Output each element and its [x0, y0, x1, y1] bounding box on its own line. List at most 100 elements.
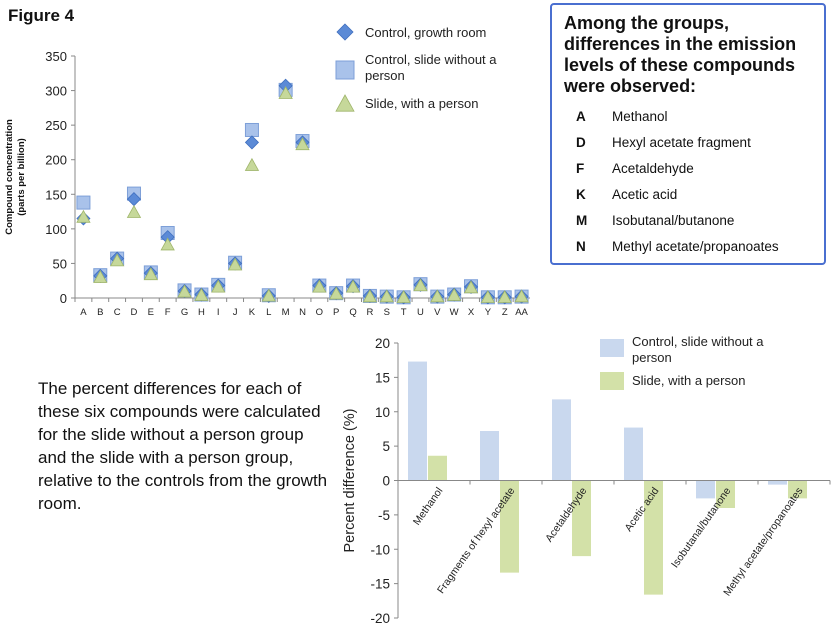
x-tick-label: Methanol	[411, 485, 446, 527]
data-point	[244, 122, 259, 137]
bar	[644, 480, 663, 595]
x-tick-label: L	[266, 307, 271, 318]
y-tick-label: 20	[375, 336, 390, 351]
scatter-legend: Control, growth room Control, slide witho…	[335, 23, 497, 112]
x-tick-label: K	[249, 307, 256, 318]
x-tick-label: W	[450, 307, 459, 318]
compound-name: Isobutanal/butanone	[612, 212, 735, 228]
list-item: D Hexyl acetate fragment	[564, 129, 814, 155]
compound-info-box: Among the groups, differences in the emi…	[550, 3, 826, 265]
data-point	[329, 286, 344, 300]
data-point	[109, 253, 125, 267]
y-tick-label: 200	[45, 153, 67, 168]
y-tick-label: 15	[375, 370, 390, 385]
compound-name: Acetic acid	[612, 186, 678, 202]
data-point	[244, 135, 260, 150]
y-tick-label: 300	[45, 84, 67, 99]
data-point	[396, 289, 411, 303]
list-item: F Acetaldehyde	[564, 155, 814, 181]
bar	[788, 480, 807, 499]
x-tick-label: E	[148, 307, 154, 318]
legend-label: Control, slide without a person	[632, 334, 764, 365]
x-tick-label: V	[434, 307, 441, 318]
x-tick-label: R	[366, 307, 373, 318]
y-tick-label: -20	[370, 611, 390, 626]
list-item: K Acetic acid	[564, 181, 814, 207]
data-point	[211, 279, 226, 293]
legend-label-line: person	[365, 68, 405, 83]
y-tick-label: 10	[375, 405, 390, 420]
bar	[408, 361, 427, 481]
data-point	[497, 289, 512, 303]
legend-swatch	[600, 339, 624, 357]
y-tick-label: 0	[60, 291, 67, 306]
data-point	[76, 195, 91, 210]
x-tick-label: N	[299, 307, 306, 318]
y-tick-label: -10	[370, 542, 390, 557]
x-tick-label: O	[316, 307, 323, 318]
list-item: N Methyl acetate/propanoates	[564, 233, 814, 259]
data-point	[335, 60, 355, 80]
compound-code: A	[576, 108, 586, 124]
x-tick-label: S	[384, 307, 390, 318]
bar	[552, 399, 571, 481]
series-square	[76, 82, 529, 305]
x-tick-label: H	[198, 307, 205, 318]
legend-label: Slide, with a person	[365, 96, 478, 111]
data-point	[295, 137, 310, 151]
x-tick-label: Z	[502, 307, 508, 318]
data-point	[126, 204, 142, 218]
x-tick-label: C	[114, 307, 121, 318]
bar-series	[428, 455, 807, 595]
data-point	[345, 279, 361, 293]
legend-label: Slide, with a person	[632, 373, 745, 388]
bar	[716, 480, 735, 508]
legend-label-line: Control, slide without a	[365, 52, 497, 67]
y-tick-label: 100	[45, 222, 67, 237]
y-axis-label: Compound concentration(parts per billion…	[4, 119, 27, 235]
data-point	[413, 278, 428, 292]
x-tick-label: T	[401, 307, 407, 318]
data-point	[194, 287, 209, 301]
x-tick-label: J	[233, 307, 238, 318]
data-point	[430, 289, 445, 303]
compound-list: A Methanol D Hexyl acetate fragment F Aceta…	[564, 103, 814, 259]
legend-label: Control, growth room	[365, 25, 486, 40]
data-point	[143, 267, 159, 281]
list-item: A Methanol	[564, 103, 814, 129]
data-point	[463, 280, 479, 294]
bar-legend: Control, slide without a person Slide, wit…	[600, 334, 764, 390]
y-tick-label: 50	[53, 256, 67, 271]
data-point	[514, 289, 529, 303]
compound-code: N	[576, 238, 586, 254]
y-tick-label: 350	[45, 49, 67, 64]
x-tick-label: AA	[515, 307, 528, 318]
compound-code: K	[576, 186, 586, 202]
compound-name: Acetaldehyde	[612, 160, 694, 176]
x-tick-label: Q	[349, 307, 356, 318]
y-axis-label-line: (parts per billion)	[16, 138, 27, 216]
compound-code: M	[576, 212, 588, 228]
bar	[572, 480, 591, 557]
y-tick-label: 250	[45, 118, 67, 133]
series-triangle	[76, 86, 529, 303]
info-box-title: Among the groups, differences in the emi…	[564, 13, 797, 96]
compound-name: Methyl acetate/propanoates	[612, 238, 779, 254]
bar	[428, 455, 447, 481]
y-tick-label: 0	[382, 474, 390, 489]
data-point	[261, 288, 276, 302]
bar	[768, 480, 787, 485]
compound-code: D	[576, 134, 586, 150]
x-tick-label: G	[181, 307, 188, 318]
figure-label: Figure 4	[8, 6, 75, 25]
y-tick-label: -5	[378, 508, 390, 523]
data-point	[362, 289, 378, 303]
data-point	[76, 209, 91, 223]
x-tick-label: U	[417, 307, 424, 318]
compound-name: Methanol	[612, 108, 668, 124]
x-tick-label: Y	[485, 307, 492, 318]
data-point	[244, 157, 260, 171]
bar	[624, 427, 643, 481]
